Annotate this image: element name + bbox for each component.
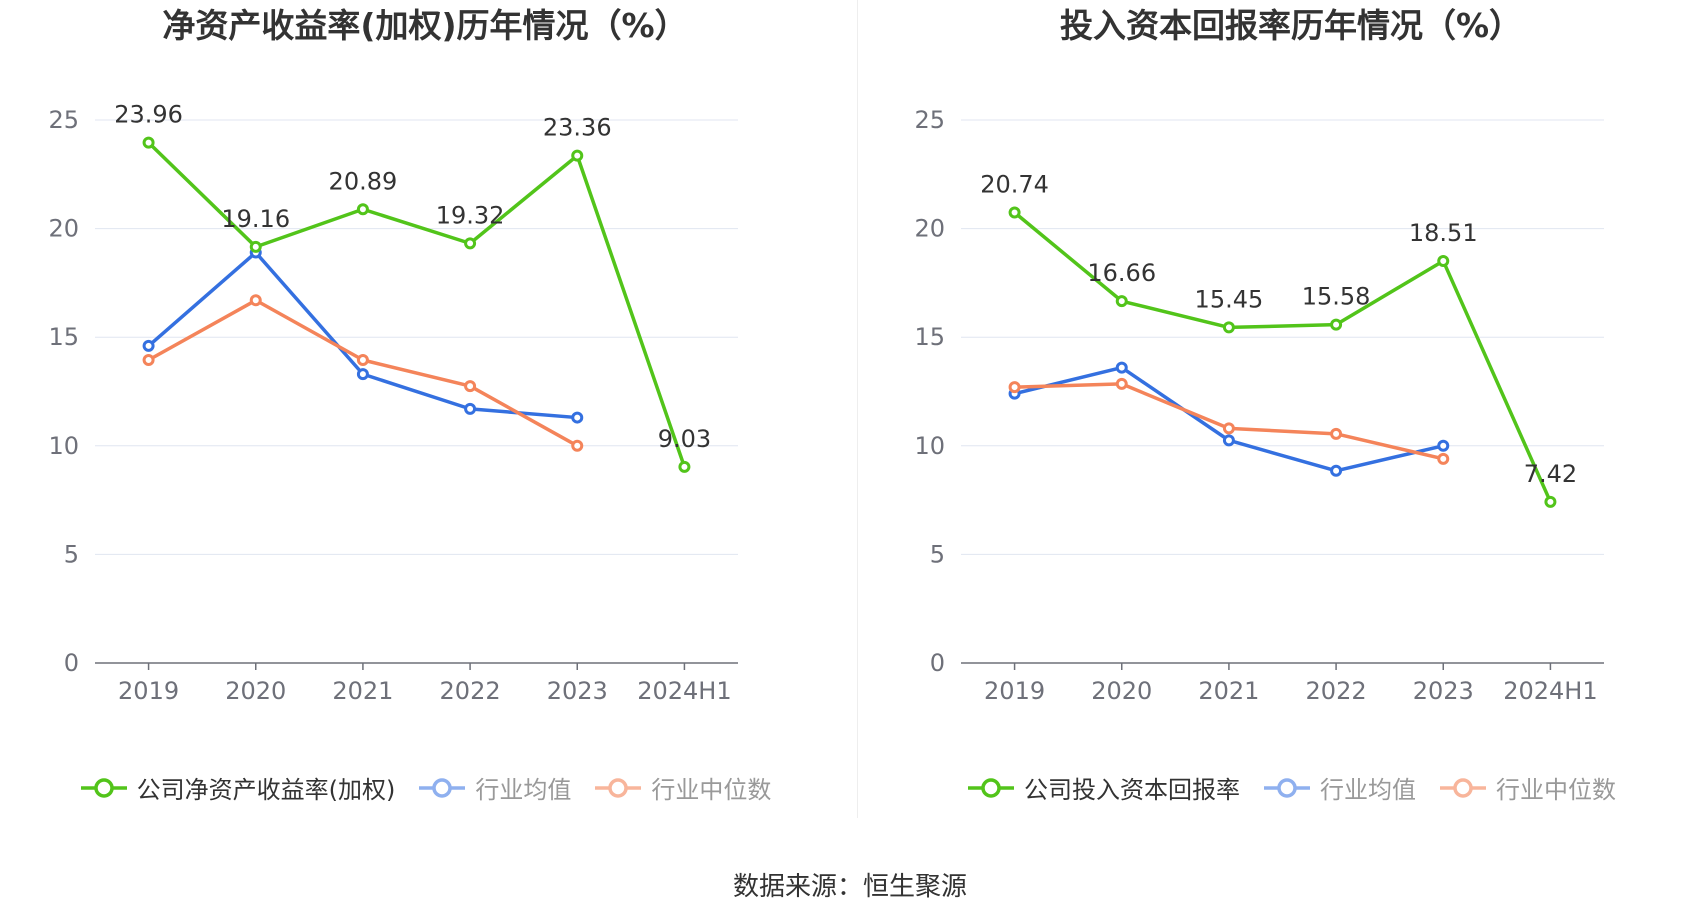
roic-legend-label: 行业均值 <box>1320 776 1416 804</box>
roe-y-tick-label: 15 <box>48 323 79 351</box>
roe-legend-item-0[interactable]: 公司净资产收益率(加权) <box>79 770 396 805</box>
roic-series-point-0 <box>1008 206 1021 219</box>
roic-series-point-0 <box>1115 295 1128 308</box>
roic-series-point-1 <box>1115 361 1128 374</box>
roic-legend-item-0[interactable]: 公司投入资本回报率 <box>966 770 1240 805</box>
roe-chart-title: 净资产收益率(加权)历年情况（%） <box>162 6 688 45</box>
roic-legend-item-1[interactable]: 行业均值 <box>1262 770 1416 805</box>
roe-series-point-2 <box>142 354 155 367</box>
roic-x-tick-label: 2019 <box>984 677 1045 705</box>
roic-series-point-2 <box>1437 452 1450 465</box>
roe-legend-item-2[interactable]: 行业中位数 <box>593 770 771 805</box>
roe-series-point-2 <box>464 380 477 393</box>
roe-y-tick-label: 25 <box>48 106 79 134</box>
roe-x-tick-label: 2022 <box>440 677 501 705</box>
roic-data-label: 16.66 <box>1087 259 1156 287</box>
roic-data-label: 15.45 <box>1195 285 1264 313</box>
roic-x-tick-label: 2021 <box>1198 677 1259 705</box>
roic-series-line-0 <box>1013 211 1553 503</box>
roic-legend-item-2[interactable]: 行业中位数 <box>1438 770 1616 805</box>
roe-series-point-0 <box>142 136 155 149</box>
roe-series-point-0 <box>249 240 262 253</box>
roe-data-label: 20.89 <box>329 167 398 195</box>
legend-line-circle-icon <box>1440 777 1486 798</box>
roe-data-label: 9.03 <box>658 425 711 453</box>
roic-y-tick-label: 10 <box>914 432 945 460</box>
roic-series-point-0 <box>1330 318 1343 331</box>
roe-series-point-1 <box>142 339 155 352</box>
roe-y-tick-label: 20 <box>48 215 79 243</box>
roic-series-point-0 <box>1222 321 1235 334</box>
roe-series-point-0 <box>356 203 369 216</box>
roic-y-tick-label: 20 <box>914 215 945 243</box>
roic-series-point-2 <box>1115 377 1128 390</box>
roe-x-tick-label: 2019 <box>118 677 179 705</box>
roic-series-line-2 <box>1014 382 1444 461</box>
roe-legend-label: 公司净资产收益率(加权) <box>136 776 396 804</box>
roic-series-line-1 <box>1014 365 1444 473</box>
legend-line-circle-icon <box>1264 777 1310 798</box>
roic-series-point-1 <box>1222 434 1235 447</box>
roic-series-point-1 <box>1437 439 1450 452</box>
roe-chart-legend: 公司净资产收益率(加权) 行业均值 行业中位数 <box>0 770 850 805</box>
roic-chart-legend: 公司投入资本回报率 行业均值 行业中位数 <box>866 770 1700 805</box>
roic-legend-label: 公司投入资本回报率 <box>1024 776 1240 804</box>
roe-x-tick-label: 2024H1 <box>637 677 731 705</box>
roic-y-tick-label: 0 <box>930 649 945 677</box>
roe-x-tick-label: 2021 <box>332 677 393 705</box>
roic-y-tick-label: 5 <box>930 540 945 568</box>
roic-x-tick-label: 2020 <box>1091 677 1152 705</box>
roic-data-label: 15.58 <box>1302 283 1371 311</box>
roe-series-point-0 <box>464 237 477 250</box>
roe-chart-plot: 0 5 10 15 20 25 2019 2020 2021 2022 2023 2024H1 23.9… <box>48 101 738 705</box>
roic-y-tick-label: 15 <box>914 323 945 351</box>
roic-data-label: 7.42 <box>1524 460 1577 488</box>
roic-legend-label: 行业中位数 <box>1496 776 1616 804</box>
roe-chart-panel: 净资产收益率(加权)历年情况（%） 0 5 10 15 20 25 2019 2020 2021… <box>0 0 850 826</box>
roe-data-label: 19.16 <box>221 205 290 233</box>
legend-line-circle-icon <box>595 777 642 798</box>
roic-x-tick-label: 2023 <box>1413 677 1474 705</box>
roe-series-point-1 <box>356 368 369 381</box>
roe-x-tick-label: 2023 <box>547 677 608 705</box>
roe-legend-label: 行业中位数 <box>651 776 772 804</box>
panel-divider <box>857 0 858 818</box>
roic-chart-panel: 投入资本回报率历年情况（%） 0 5 10 15 20 25 2019 2020 2021 202… <box>866 0 1700 826</box>
roe-series-point-1 <box>571 411 584 424</box>
roe-series-point-0 <box>571 149 584 162</box>
roe-x-tick-label: 2020 <box>225 677 286 705</box>
roic-y-tick-label: 25 <box>914 106 945 134</box>
roe-series-point-2 <box>249 294 262 307</box>
roe-series-point-0 <box>678 460 691 473</box>
roic-chart-title: 投入资本回报率历年情况（%） <box>1059 6 1523 45</box>
roic-x-tick-label: 2024H1 <box>1503 677 1597 705</box>
roe-series-point-2 <box>356 354 369 367</box>
roic-series-point-0 <box>1437 254 1450 267</box>
roe-data-label: 23.36 <box>543 114 612 142</box>
roic-x-tick-label: 2022 <box>1306 677 1367 705</box>
roic-series-point-1 <box>1330 464 1343 477</box>
roic-series-point-0 <box>1544 495 1557 508</box>
legend-line-circle-icon <box>419 777 466 798</box>
roic-series-point-2 <box>1330 427 1343 440</box>
roic-chart-plot: 0 5 10 15 20 25 2019 2020 2021 2022 2023 2024H1 20.7… <box>914 106 1604 705</box>
roe-y-tick-label: 5 <box>64 540 79 568</box>
roic-series-point-2 <box>1222 422 1235 435</box>
roe-series-line-1 <box>147 250 578 420</box>
legend-line-circle-icon <box>80 777 127 798</box>
roe-data-label: 23.96 <box>114 101 183 129</box>
roe-data-label: 19.32 <box>436 201 505 229</box>
roe-series-point-1 <box>464 402 477 415</box>
roe-legend-item-1[interactable]: 行业均值 <box>417 770 571 805</box>
roe-y-tick-label: 0 <box>64 649 79 677</box>
roic-series-point-2 <box>1008 381 1021 394</box>
roe-series-point-2 <box>571 439 584 452</box>
roic-data-label: 20.74 <box>980 171 1049 199</box>
roe-series-line-0 <box>147 141 687 468</box>
roic-data-label: 18.51 <box>1409 219 1478 247</box>
legend-line-circle-icon <box>968 777 1014 798</box>
roe-legend-label: 行业均值 <box>475 776 572 804</box>
roe-y-tick-label: 10 <box>48 432 79 460</box>
data-source-note: 数据来源：恒生聚源 <box>732 872 967 902</box>
